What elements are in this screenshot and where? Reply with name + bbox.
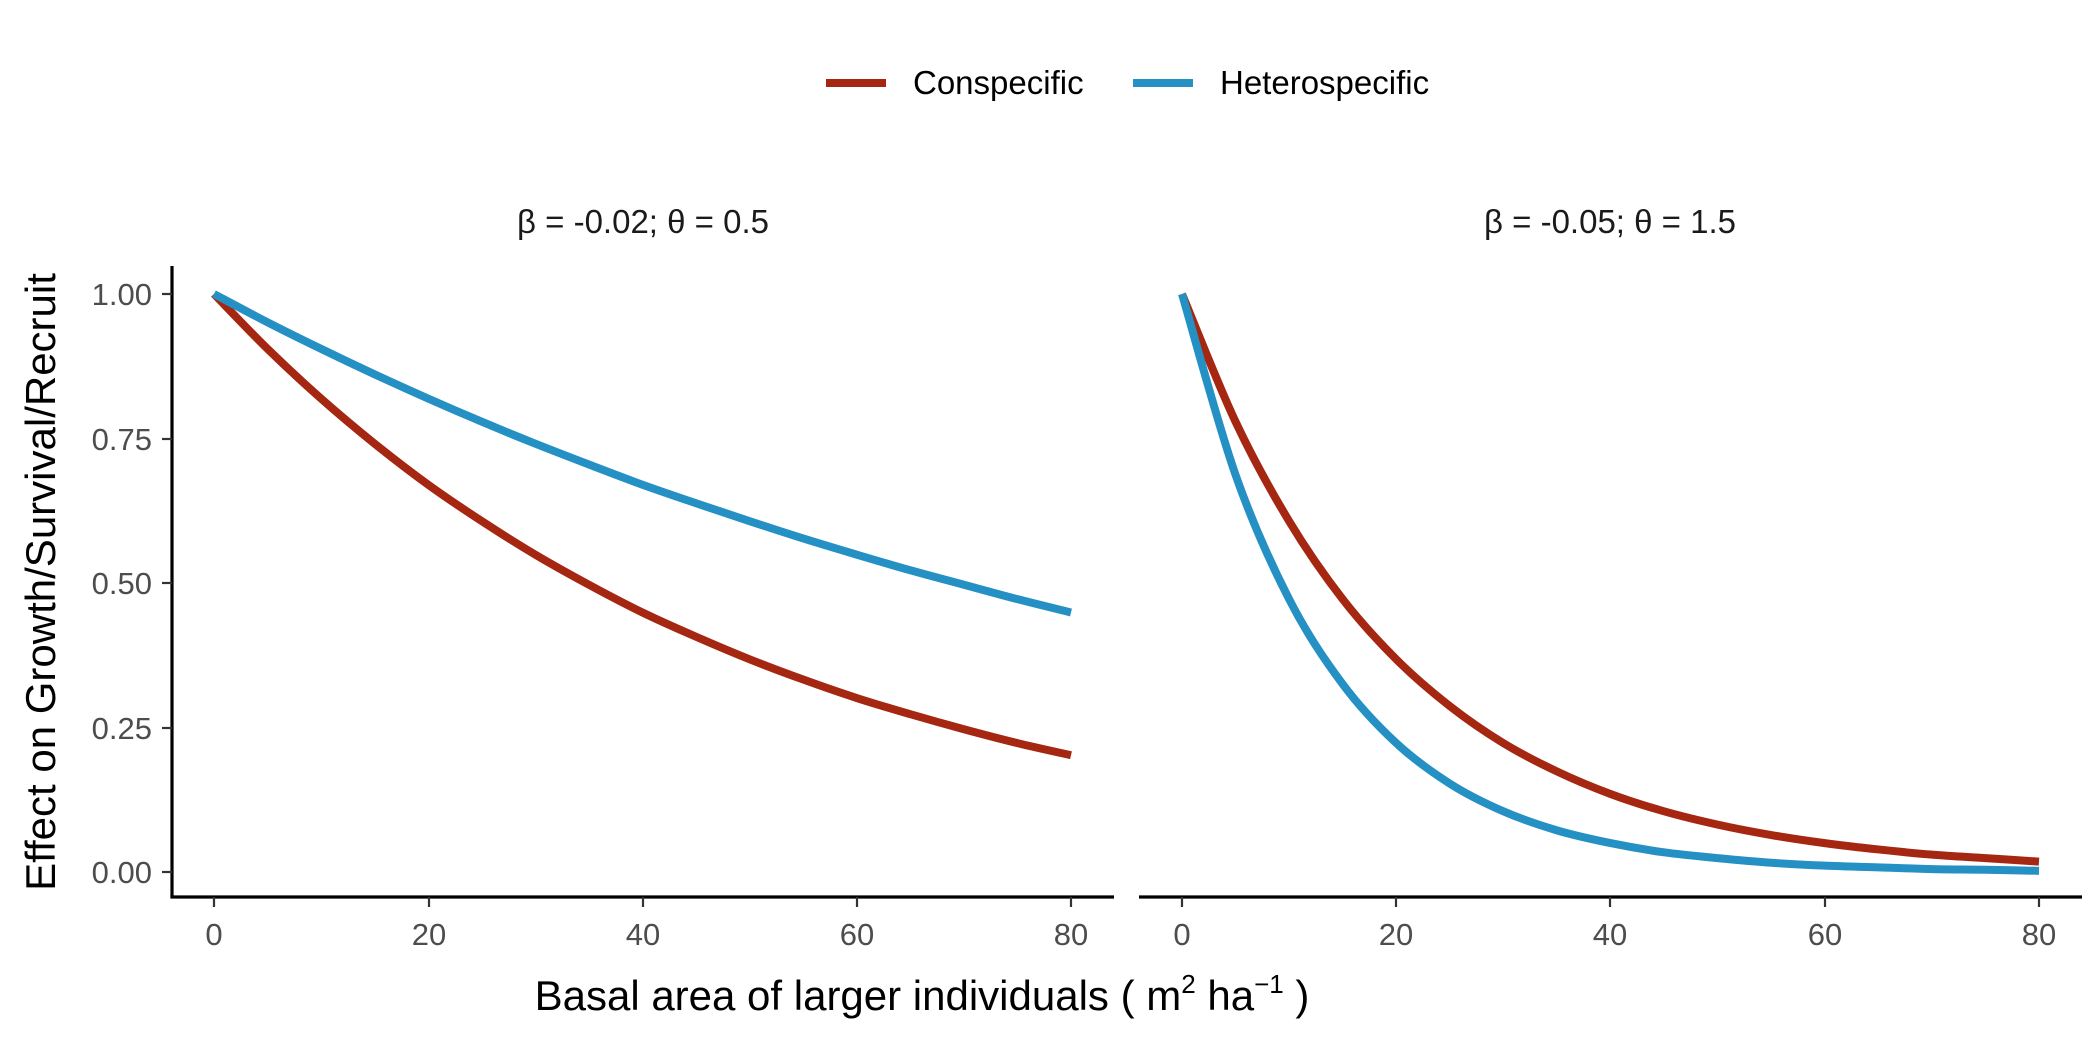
legend-label-heterospecific: Heterospecific — [1220, 64, 1429, 101]
x-tick-label: 60 — [1808, 917, 1842, 952]
x-axis-title-superscript: −1 — [1254, 969, 1284, 999]
y-tick-label: 0.50 — [92, 566, 152, 601]
panel-2-plot-area — [1178, 292, 2040, 875]
panel-1-plot-area — [211, 290, 1072, 760]
y-tick-label: 0.75 — [92, 422, 152, 457]
legend-label-conspecific: Conspecific — [913, 64, 1084, 101]
y-ticks: 0.00 0.25 0.50 0.75 1.00 — [92, 277, 172, 890]
x-tick-label: 40 — [1593, 917, 1627, 952]
panel-2-strip-label: β = -0.05; θ = 1.5 — [1484, 203, 1736, 240]
panel-1-heterospecific-line — [212, 290, 1072, 617]
x-tick-label: 20 — [412, 917, 446, 952]
panel-2-x-ticks: 0 20 40 60 80 — [1173, 897, 2056, 952]
x-tick-label: 80 — [2022, 917, 2056, 952]
x-tick-label: 80 — [1054, 917, 1088, 952]
panel-1-strip-label: β = -0.02; θ = 0.5 — [517, 203, 769, 240]
x-tick-label: 0 — [205, 917, 222, 952]
panel-2-heterospecific-line — [1178, 292, 2040, 875]
y-tick-label: 0.25 — [92, 711, 152, 746]
x-axis-title-superscript: 2 — [1181, 969, 1195, 999]
y-tick-label: 0.00 — [92, 855, 152, 890]
legend: Conspecific Heterospecific — [826, 64, 1429, 101]
y-axis-title: Effect on Growth/Survival/Recruit — [17, 273, 64, 891]
x-tick-label: 60 — [840, 917, 874, 952]
panel-1-x-ticks: 0 20 40 60 80 — [205, 897, 1088, 952]
panel-1-conspecific-line — [211, 291, 1072, 760]
x-tick-label: 0 — [1173, 917, 1190, 952]
x-tick-label: 20 — [1379, 917, 1413, 952]
x-tick-label: 40 — [626, 917, 660, 952]
x-axis-title: Basal area of larger individuals ( m2 ha… — [535, 969, 1310, 1019]
panel-2-conspecific-line — [1178, 292, 2040, 866]
y-tick-label: 1.00 — [92, 277, 152, 312]
